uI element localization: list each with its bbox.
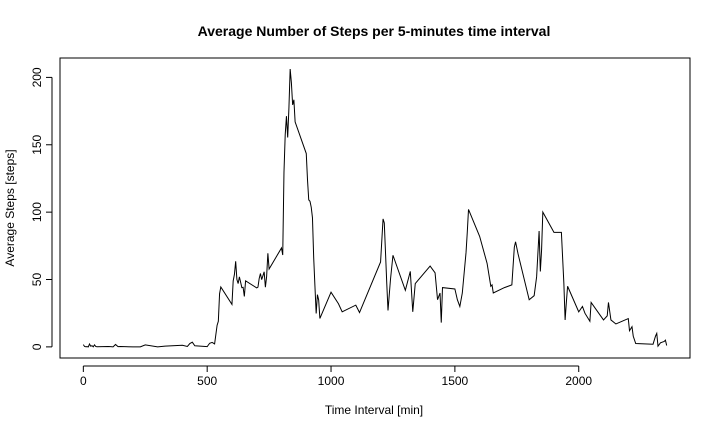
y-tick-label: 150 <box>30 134 44 154</box>
y-tick-label: 100 <box>30 202 44 222</box>
x-tick-label: 2000 <box>565 374 592 388</box>
chart-title: Average Number of Steps per 5-minutes ti… <box>198 23 551 39</box>
y-tick-label: 200 <box>30 67 44 87</box>
x-tick-label: 500 <box>197 374 217 388</box>
y-axis-label: Average Steps [steps] <box>3 149 17 266</box>
x-tick-label: 1000 <box>318 374 345 388</box>
data-line <box>82 69 668 348</box>
plot-box <box>59 57 691 359</box>
x-tick-label: 1500 <box>442 374 469 388</box>
y-tick-label: 0 <box>30 343 44 350</box>
x-axis-label: Time Interval [min] <box>325 403 423 417</box>
x-tick-label: 0 <box>80 374 87 388</box>
y-tick-label: 50 <box>30 273 44 287</box>
